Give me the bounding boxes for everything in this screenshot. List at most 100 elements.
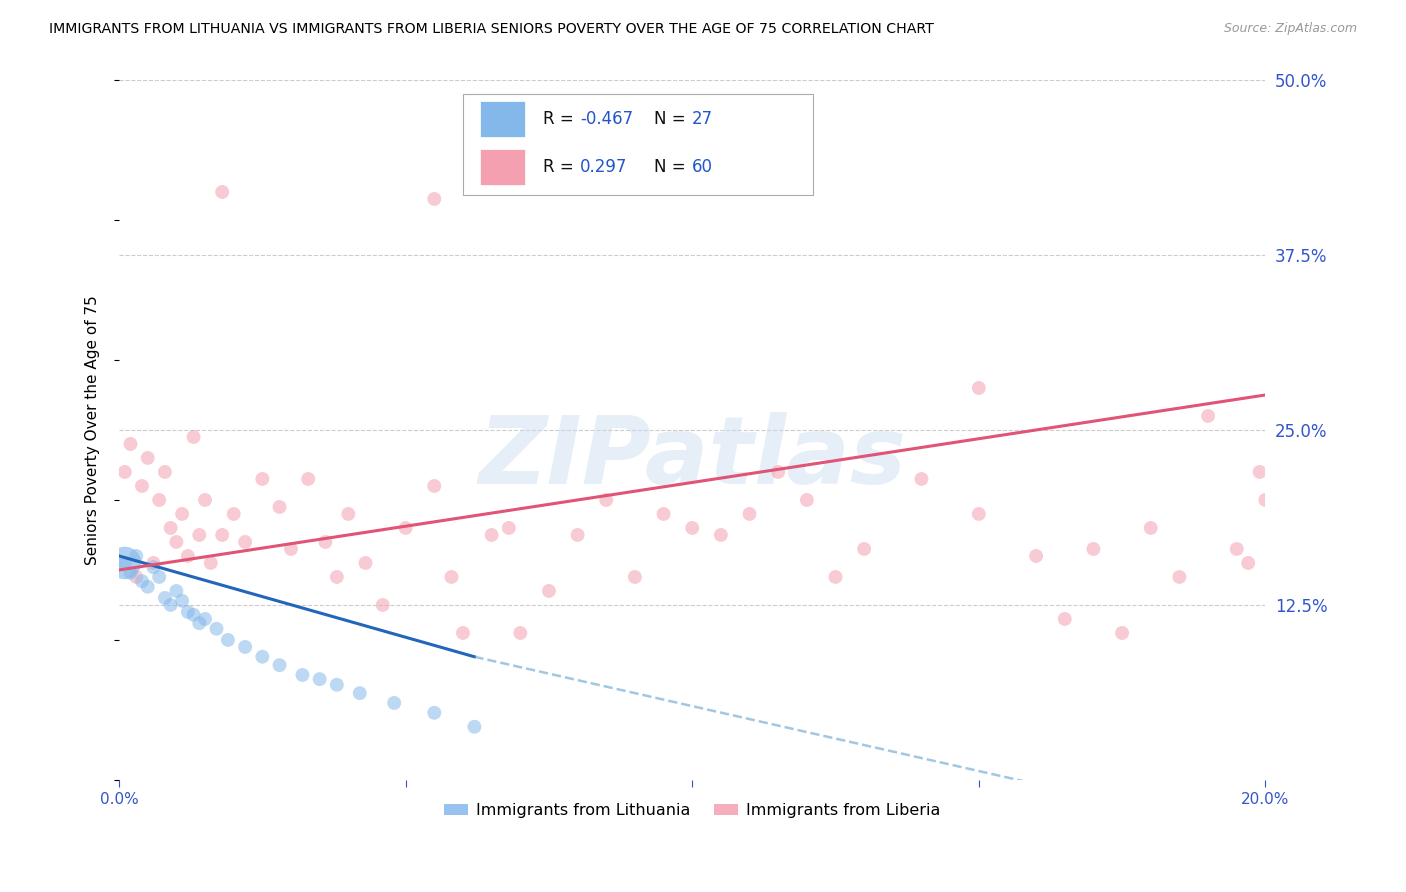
Point — [297, 472, 319, 486]
Point — [1226, 541, 1249, 556]
Point — [567, 528, 589, 542]
Point — [217, 632, 239, 647]
Point — [183, 430, 205, 444]
Point — [159, 598, 181, 612]
Point — [211, 528, 233, 542]
Point — [211, 185, 233, 199]
Point — [280, 541, 302, 556]
Point — [326, 570, 349, 584]
Point — [624, 570, 647, 584]
Point — [1254, 492, 1277, 507]
Point — [796, 492, 818, 507]
Point — [1249, 465, 1271, 479]
Point — [120, 566, 142, 580]
Point — [354, 556, 377, 570]
Y-axis label: Seniors Poverty Over the Age of 75: Seniors Poverty Over the Age of 75 — [86, 295, 100, 565]
Point — [269, 658, 291, 673]
Point — [967, 381, 990, 395]
Point — [595, 492, 617, 507]
Point — [451, 626, 474, 640]
Point — [1168, 570, 1191, 584]
Point — [172, 593, 194, 607]
Point — [681, 521, 703, 535]
Point — [509, 626, 531, 640]
Point — [233, 535, 256, 549]
Text: -0.467: -0.467 — [579, 111, 633, 128]
Point — [395, 521, 418, 535]
Point — [1053, 612, 1076, 626]
Point — [177, 549, 200, 563]
Point — [481, 528, 503, 542]
Point — [136, 580, 159, 594]
Point — [1111, 626, 1133, 640]
Point — [423, 192, 446, 206]
Text: IMMIGRANTS FROM LITHUANIA VS IMMIGRANTS FROM LIBERIA SENIORS POVERTY OVER THE AG: IMMIGRANTS FROM LITHUANIA VS IMMIGRANTS … — [49, 22, 934, 37]
Point — [910, 472, 932, 486]
Point — [114, 556, 136, 570]
Text: 0.297: 0.297 — [579, 158, 627, 176]
Point — [1083, 541, 1105, 556]
Point — [766, 465, 789, 479]
Point — [423, 479, 446, 493]
Point — [269, 500, 291, 514]
Point — [537, 584, 560, 599]
Point — [188, 528, 211, 542]
Point — [463, 720, 485, 734]
Point — [142, 560, 165, 574]
Point — [114, 556, 136, 570]
Point — [1197, 409, 1219, 423]
Point — [205, 622, 228, 636]
Text: ZIPatlas: ZIPatlas — [478, 412, 907, 504]
Point — [194, 612, 217, 626]
Point — [652, 507, 675, 521]
Point — [120, 437, 142, 451]
Point — [222, 507, 245, 521]
Point — [125, 549, 148, 563]
Point — [148, 492, 170, 507]
Point — [967, 507, 990, 521]
Point — [252, 472, 274, 486]
Point — [159, 521, 181, 535]
Point — [165, 535, 187, 549]
Point — [349, 686, 371, 700]
Point — [114, 465, 136, 479]
Point — [824, 570, 846, 584]
Text: N =: N = — [654, 158, 692, 176]
Text: R =: R = — [543, 158, 585, 176]
Point — [153, 465, 176, 479]
Point — [165, 584, 187, 599]
Point — [440, 570, 463, 584]
Point — [136, 450, 159, 465]
Point — [233, 640, 256, 654]
Text: R =: R = — [543, 111, 579, 128]
Point — [308, 672, 330, 686]
Point — [1025, 549, 1047, 563]
Point — [252, 649, 274, 664]
Text: Source: ZipAtlas.com: Source: ZipAtlas.com — [1223, 22, 1357, 36]
Point — [738, 507, 761, 521]
Text: 27: 27 — [692, 111, 713, 128]
Point — [382, 696, 405, 710]
FancyBboxPatch shape — [479, 149, 524, 185]
Point — [172, 507, 194, 521]
Point — [148, 570, 170, 584]
Point — [1139, 521, 1161, 535]
Point — [177, 605, 200, 619]
Point — [125, 570, 148, 584]
Point — [200, 556, 222, 570]
Point — [326, 678, 349, 692]
Point — [131, 479, 153, 493]
Point — [1237, 556, 1260, 570]
Point — [188, 616, 211, 631]
Point — [183, 607, 205, 622]
Point — [142, 556, 165, 570]
Point — [498, 521, 520, 535]
Point — [371, 598, 394, 612]
Point — [423, 706, 446, 720]
Point — [710, 528, 733, 542]
FancyBboxPatch shape — [479, 101, 524, 137]
Point — [153, 591, 176, 605]
Point — [194, 492, 217, 507]
Text: N =: N = — [654, 111, 692, 128]
Point — [853, 541, 876, 556]
